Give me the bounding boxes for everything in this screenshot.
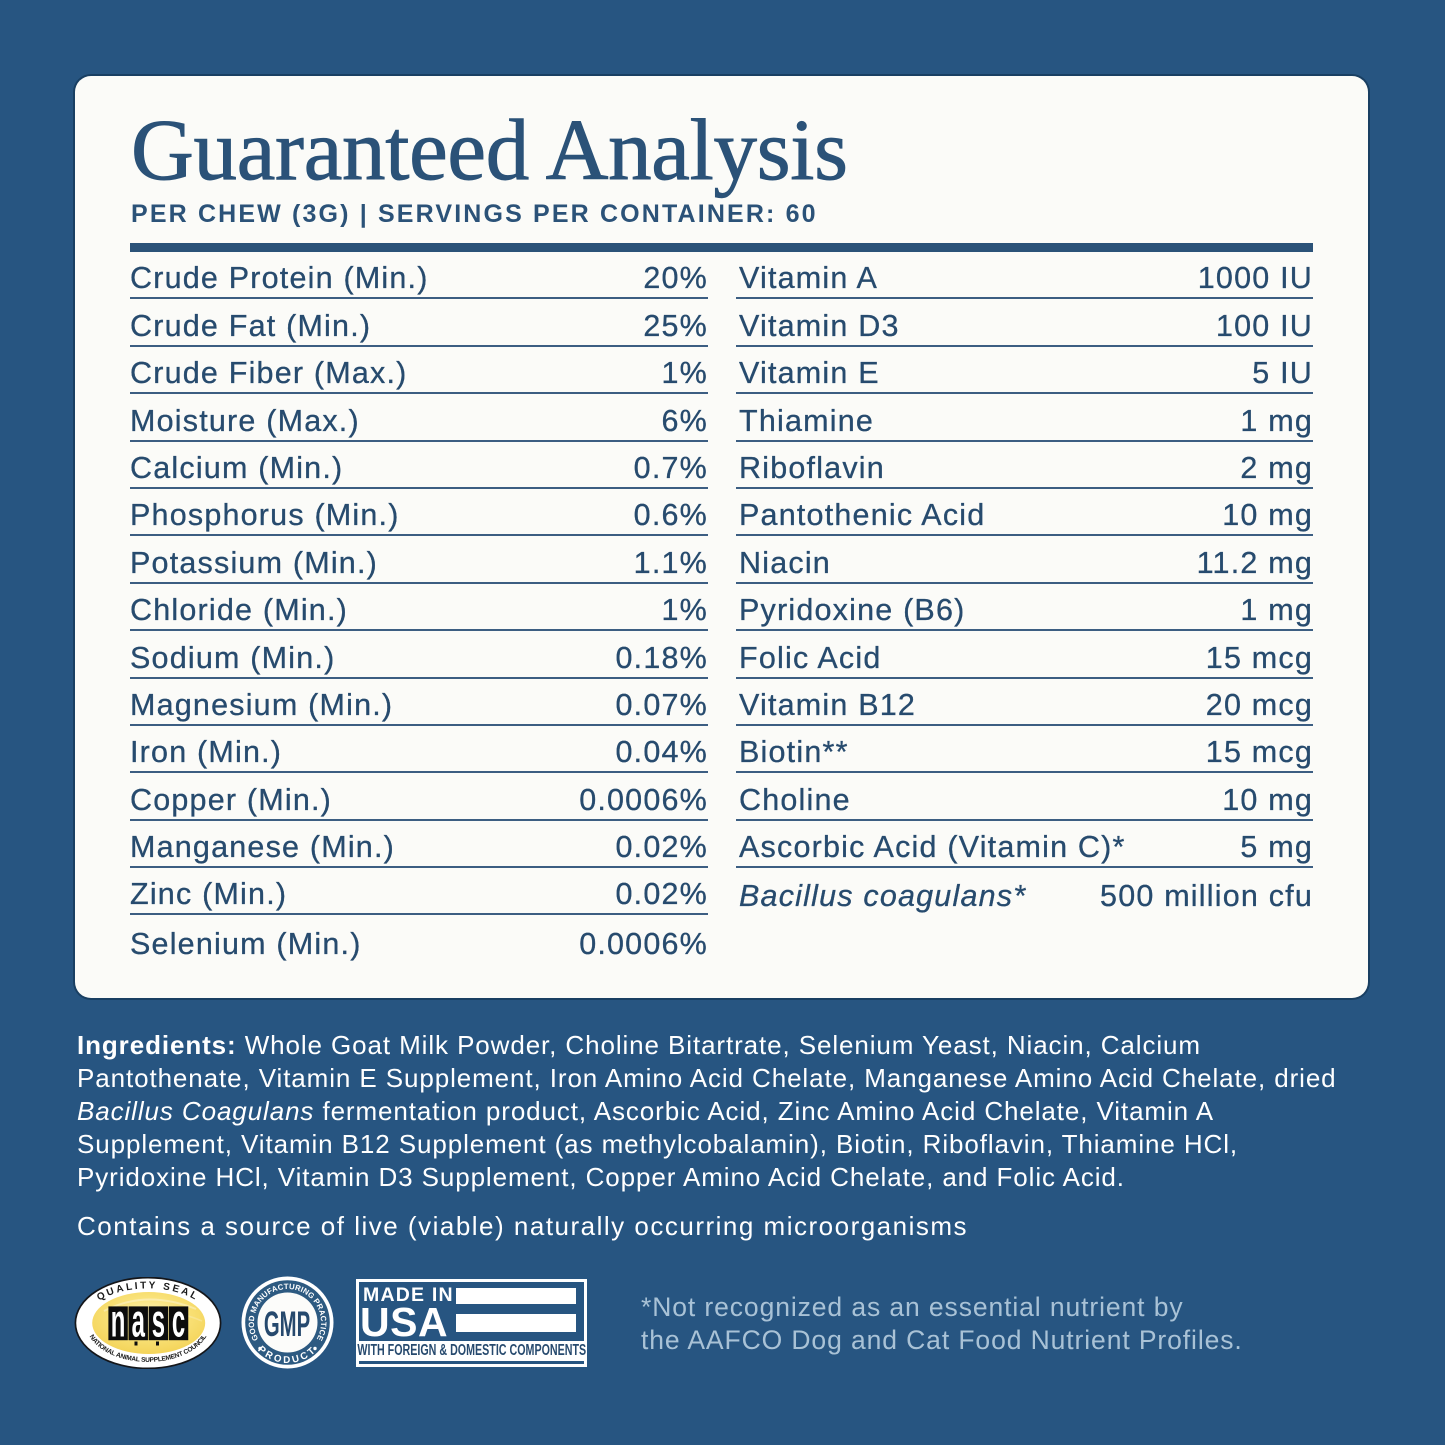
- svg-text:c: c: [172, 1295, 185, 1346]
- svg-text:GMP: GMP: [263, 1305, 309, 1344]
- svg-text:s: s: [152, 1295, 165, 1346]
- svg-text:n: n: [111, 1295, 126, 1346]
- svg-text:a: a: [132, 1295, 146, 1346]
